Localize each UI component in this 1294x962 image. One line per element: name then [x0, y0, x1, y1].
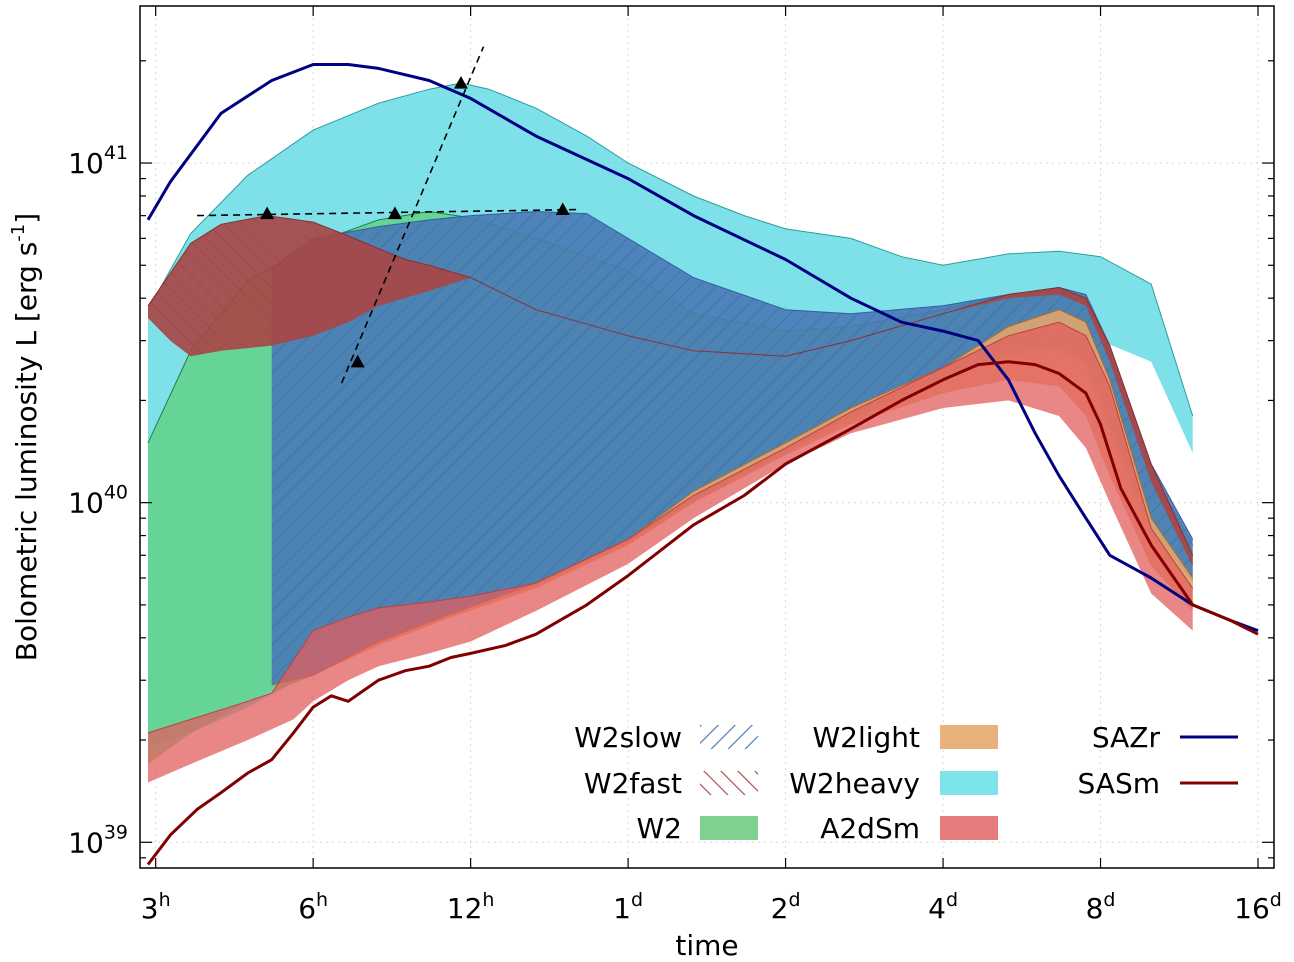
band-W2slow: [271, 210, 1194, 686]
x-tick-label: 6h: [298, 889, 328, 925]
band-edge-W2heavy: [147, 82, 1194, 417]
band-edge-W2slow: [271, 210, 1194, 540]
y-axis-label: Bolometric luminosity L [erg s-1]: [8, 213, 43, 661]
y-tick-label: 1041: [68, 142, 128, 180]
legend-entry-W2fast: W2fast: [584, 767, 758, 800]
band-A2dSm: [147, 321, 1194, 783]
axis-ticks: 3h 6h 12h 1d 2d 4d 8d 16d 1039 1040 1041: [68, 6, 1282, 925]
marker-peak-W2light: [350, 354, 365, 368]
band-W2fast: [147, 215, 1194, 567]
legend-entry-W2light: W2light: [812, 721, 998, 754]
lines: [146, 46, 1259, 866]
peak-trend-line: [340, 46, 485, 384]
legend-swatch-W2light: [940, 725, 998, 749]
x-tick-label: 12h: [447, 889, 495, 925]
y-tick-label: 1040: [68, 482, 128, 520]
x-tick-label: 3h: [141, 889, 171, 925]
legend-entry-SAZr: SAZr: [1092, 721, 1238, 754]
legend-swatch-W2fast: [700, 771, 758, 795]
legend-entry-A2dSm: A2dSm: [820, 812, 998, 845]
x-axis-label: time: [675, 929, 738, 962]
x-tick-label: 1d: [613, 889, 643, 925]
legend-entry-W2slow: W2slow: [574, 721, 758, 754]
band-hatch-W2slow: [271, 211, 1193, 686]
legend-swatch-A2dSm: [940, 816, 998, 840]
legend-label-SAZr: SAZr: [1092, 721, 1161, 754]
x-tick-label: 8d: [1086, 889, 1116, 925]
x-tick-label: 2d: [771, 889, 801, 925]
legend-entry-W2heavy: W2heavy: [789, 767, 998, 800]
legend-label-A2dSm: A2dSm: [820, 812, 920, 845]
marker-peak-W2: [387, 206, 402, 220]
legend-label-W2slow: W2slow: [574, 721, 682, 754]
legend-label-W2fast: W2fast: [584, 767, 682, 800]
peak-plateau-line: [197, 208, 581, 217]
legend-swatch-W2heavy: [940, 771, 998, 795]
x-tick-label: 16d: [1234, 889, 1282, 925]
legend-label-W2light: W2light: [812, 721, 920, 754]
marker-peak-W2heavy: [453, 76, 468, 89]
legend-label-W2heavy: W2heavy: [789, 767, 920, 800]
band-edge-W2fast: [147, 215, 1194, 556]
band-fill-A2dSm: [148, 322, 1193, 783]
line-SASm: [146, 360, 1259, 866]
markers: [260, 76, 570, 368]
band-hatch-W2fast: [148, 215, 1193, 567]
legend-entry-SASm: SASm: [1078, 767, 1238, 800]
marker-peak-W2slow: [555, 202, 570, 216]
line-SAZr: [146, 63, 1259, 633]
legend-swatch-W2slow: [700, 725, 758, 749]
y-tick-label: 1039: [68, 821, 128, 859]
legend-entry-W2: W2: [637, 812, 758, 845]
legend-swatch-W2: [700, 816, 758, 840]
bands: [147, 82, 1194, 783]
legend-label-W2: W2: [637, 812, 683, 845]
band-edge-A2dSm: [147, 321, 1194, 734]
marker-peak-W2fast: [260, 206, 275, 220]
plot-frame: [139, 5, 1275, 869]
legend: W2slow W2fast W2 W2light W2heavy A2dSm SAZr SAS…: [574, 721, 1238, 845]
legend-label-SASm: SASm: [1078, 767, 1161, 800]
x-tick-label: 4d: [928, 889, 958, 925]
